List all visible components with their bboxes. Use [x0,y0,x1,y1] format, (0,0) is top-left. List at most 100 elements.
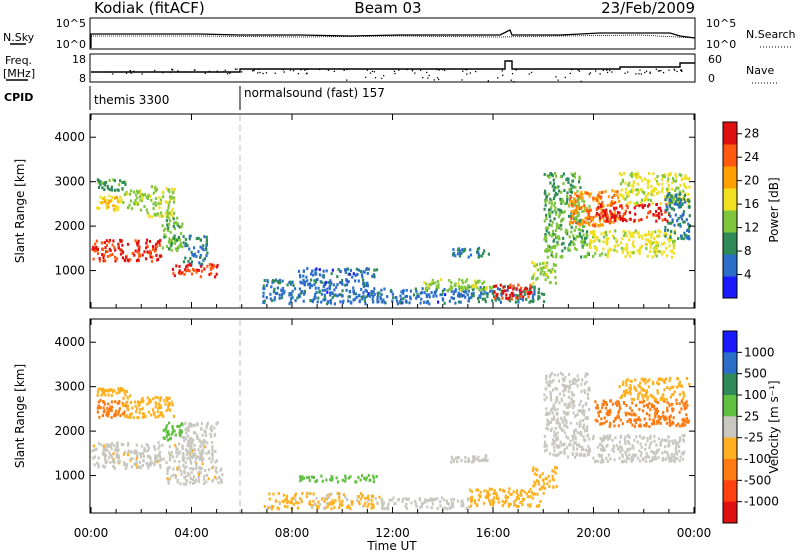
heatmap-cell [685,234,688,238]
heatmap-cell [543,445,546,448]
heatmap-cell [550,224,553,228]
heatmap-cell [174,221,177,224]
heatmap-cell [525,297,528,301]
heatmap-cell [103,452,106,456]
heatmap-cell [130,450,133,454]
heatmap-cell [162,436,165,440]
heatmap-cell [655,243,658,247]
colorbar-tick-label: 100 [744,388,767,402]
heatmap-cell [604,189,607,193]
heatmap-cell [469,488,472,492]
heatmap-cell [484,457,487,461]
heatmap-cell [503,501,506,505]
heatmap-cell [530,260,533,264]
heatmap-cell [670,255,674,259]
heatmap-cell [362,284,365,288]
heatmap-cell [662,250,665,254]
heatmap-cell [574,381,577,385]
nave-dot [172,69,174,71]
heatmap-cell [660,378,663,382]
heatmap-cell [550,380,553,384]
heatmap-cell [185,449,188,453]
heatmap-cell [671,181,674,185]
heatmap-cell [168,451,171,455]
heatmap-cell [162,195,165,199]
heatmap-cell [552,379,555,382]
heatmap-cell [586,252,589,256]
heatmap-cell [116,445,119,449]
heatmap-cell [648,179,651,183]
heatmap-cell [572,438,575,441]
heatmap-cell [160,211,163,215]
heatmap-cell [639,453,642,457]
heatmap-cell [202,258,205,262]
heatmap-cell [598,213,601,217]
heatmap-cell [573,441,576,445]
heatmap-cell [145,241,148,245]
heatmap-cell [199,451,202,455]
heatmap-cell [183,435,186,439]
heatmap-cell [615,238,618,242]
heatmap-cell [150,413,153,417]
heatmap-cell [146,211,149,215]
heatmap-cell [527,295,530,299]
heatmap-cell [650,184,653,188]
heatmap-cell [99,406,102,410]
heatmap-cell [565,384,568,388]
heatmap-cell [681,424,684,428]
heatmap-cell [657,419,660,422]
heatmap-cell [288,302,291,306]
heatmap-cell [158,404,161,408]
heatmap-cell [202,244,205,248]
heatmap-cell [657,448,660,452]
heatmap-cell [533,472,536,476]
heatmap-cell [633,413,636,416]
heatmap-cell [125,255,128,259]
heatmap-cell [172,211,176,215]
heatmap-cell [107,412,110,416]
heatmap-cell [612,202,615,205]
heatmap-cell [685,417,688,421]
heatmap-cell [559,255,562,259]
heatmap-cell [189,460,192,464]
heatmap-cell [571,452,574,456]
heatmap-cell [199,245,202,249]
heatmap-cell [152,247,155,251]
heatmap-cell [477,498,480,502]
heatmap-cell [656,409,659,413]
heatmap-cell [97,463,100,467]
heatmap-cell [568,187,571,191]
heatmap-cell [458,295,461,298]
heatmap-cell [460,458,463,462]
heatmap-cell [581,193,584,196]
heatmap-cell [314,280,317,284]
heatmap-cell [654,415,657,419]
heatmap-cell [102,447,105,451]
heatmap-cell [649,250,652,254]
heatmap-cell [103,465,106,469]
heatmap-cell [331,476,334,480]
heatmap-cell [117,246,120,250]
heatmap-cell [158,450,162,454]
heatmap-cell [143,448,146,452]
heatmap-cell [645,412,648,416]
heatmap-cell [640,218,643,222]
heatmap-cell [162,457,165,461]
heatmap-cell [682,452,685,456]
nave-dot [530,71,533,74]
heatmap-cell [635,421,638,425]
heatmap-cell [200,269,203,273]
heatmap-cell [608,424,611,428]
heatmap-cell [358,300,361,304]
heatmap-cell [186,264,189,268]
heatmap-cell [565,424,568,428]
heatmap-cell [668,456,671,460]
heatmap-cell [273,279,276,283]
heatmap-cell [294,497,297,501]
heatmap-cell [435,294,438,298]
heatmap-cell [515,296,518,300]
heatmap-cell [625,379,628,383]
heatmap-cell [625,460,628,464]
heatmap-cell [550,199,553,203]
heatmap-cell [672,201,675,205]
